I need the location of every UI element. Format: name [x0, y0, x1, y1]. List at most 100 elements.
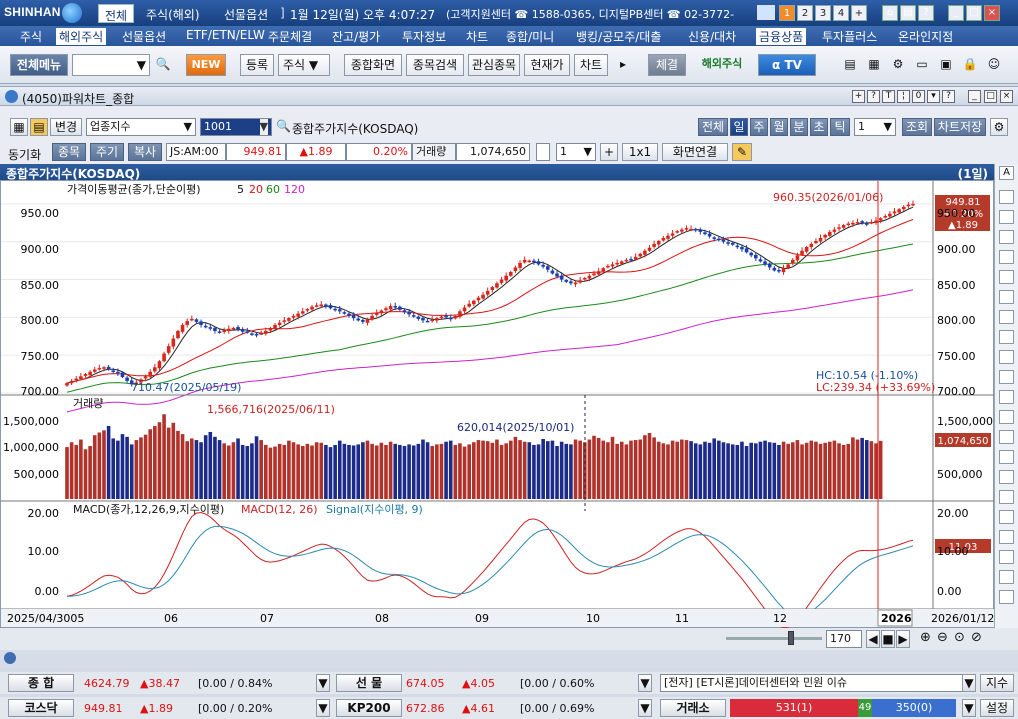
print-icon[interactable]: ▤: [900, 5, 916, 21]
screen-2-button[interactable]: 2: [797, 5, 813, 21]
period-tick[interactable]: 틱: [830, 118, 850, 136]
menu-etf[interactable]: ETF/ETN/ELW: [186, 28, 265, 42]
layout-toggle-icon[interactable]: ▦: [10, 118, 28, 136]
sync-stock-button[interactable]: 종목: [52, 143, 86, 161]
toolbar-more-icon[interactable]: ▸: [619, 57, 627, 71]
change-button[interactable]: 변경: [50, 118, 82, 136]
tool-t-icon[interactable]: T: [882, 90, 895, 103]
all-menu-button[interactable]: 전체메뉴: [10, 54, 68, 76]
count-select[interactable]: 1 ▼: [556, 143, 596, 161]
zero-icon[interactable]: 0: [912, 90, 925, 103]
zoom-tool-icon[interactable]: [999, 230, 1014, 244]
zoom-fit-icon[interactable]: ⊘: [971, 630, 982, 645]
horizontal-line-icon[interactable]: [999, 410, 1014, 424]
delete-tool-icon[interactable]: [999, 590, 1014, 604]
settings-gear-icon[interactable]: ⚙: [990, 118, 1008, 136]
code-input[interactable]: 1001 ▼: [200, 118, 272, 136]
window-minimize-icon[interactable]: _: [968, 90, 981, 103]
watchlist-button[interactable]: 관심종목: [468, 54, 520, 76]
printer-icon[interactable]: ▤: [844, 57, 856, 71]
tab-all[interactable]: 전체: [98, 4, 135, 23]
code-search-icon[interactable]: 🔍: [276, 119, 291, 133]
save-layout-icon[interactable]: ▤: [30, 118, 48, 136]
period-count-select[interactable]: 1 ▼: [854, 118, 896, 136]
menu-stock[interactable]: 주식: [20, 30, 43, 44]
monitor-icon[interactable]: [757, 5, 775, 20]
kospi-dropdown-icon[interactable]: ▼: [316, 674, 330, 692]
tab-futures-options[interactable]: 선물옵션: [224, 8, 269, 22]
eraser-tool-icon[interactable]: [999, 250, 1014, 264]
index-button[interactable]: 지수: [980, 674, 1014, 692]
menu-mini[interactable]: 종합/미니: [506, 30, 555, 44]
period-minute[interactable]: 분: [790, 118, 808, 136]
search-icon[interactable]: 🔍: [155, 57, 171, 71]
period-day[interactable]: 일: [730, 118, 748, 136]
zoom-reset-icon[interactable]: ⊙: [954, 630, 965, 645]
status-collapse-icon[interactable]: [4, 652, 16, 664]
add-chart-button[interactable]: +: [600, 143, 618, 161]
link-icon[interactable]: ¦: [897, 90, 910, 103]
menu-credit[interactable]: 신용/대차: [688, 30, 737, 44]
new-button[interactable]: NEW: [186, 54, 226, 76]
gann-tool-icon[interactable]: [999, 550, 1014, 564]
period-second[interactable]: 초: [810, 118, 828, 136]
chart-area[interactable]: 가격이동평균(종가,단순이평) 5 20 60 120 960.35(2026/…: [0, 180, 995, 629]
register-button[interactable]: 등록: [240, 54, 274, 76]
screen-4-button[interactable]: 4: [833, 5, 849, 21]
screen-link-button[interactable]: 화면연결: [662, 143, 728, 161]
menu-chart[interactable]: 차트: [466, 30, 489, 44]
period-all[interactable]: 전체: [698, 118, 728, 136]
layout-icon[interactable]: ▣: [940, 57, 952, 71]
settle-button[interactable]: 체결: [648, 54, 686, 76]
query-button[interactable]: 조회: [902, 118, 932, 136]
menu-financial-products[interactable]: 금융상품: [756, 28, 807, 45]
fan-tool-icon[interactable]: [999, 530, 1014, 544]
cursor-tool-icon[interactable]: [999, 190, 1014, 204]
category-select[interactable]: 업종지수 ▼: [86, 118, 196, 136]
chart-button[interactable]: 차트: [574, 54, 608, 76]
line-tool-icon[interactable]: [999, 370, 1014, 384]
cycle-tool-icon[interactable]: [999, 490, 1014, 504]
channel-tool-icon[interactable]: [999, 450, 1014, 464]
zoom-slider-thumb[interactable]: [788, 631, 794, 645]
angle-tool-icon[interactable]: [999, 390, 1014, 404]
zoom-out-icon[interactable]: ⊖: [937, 630, 948, 645]
scroll-right-icon[interactable]: ▶: [896, 630, 910, 648]
zoom-in-icon[interactable]: ⊕: [920, 630, 931, 645]
menu-banking[interactable]: 뱅킹/공모주/대출: [576, 30, 662, 44]
current-price-button[interactable]: 현재가: [524, 54, 570, 76]
trend-line-icon[interactable]: [999, 270, 1014, 284]
arrow-tool-icon[interactable]: [999, 470, 1014, 484]
period-month[interactable]: 월: [770, 118, 788, 136]
gear-icon[interactable]: ⚙: [892, 57, 904, 71]
close-icon[interactable]: ×: [984, 5, 1000, 21]
quick-icon[interactable]: ?: [867, 90, 880, 103]
menu-overseas-stock[interactable]: 해외주식: [56, 28, 107, 45]
futures-dropdown-icon[interactable]: ▼: [638, 674, 652, 692]
minimize-icon[interactable]: _: [948, 5, 964, 21]
pen-icon[interactable]: ✎: [732, 143, 752, 161]
combined-screen-button[interactable]: 종합화면: [344, 54, 402, 76]
lock-icon[interactable]: 🔒: [962, 57, 978, 71]
copy-button[interactable]: 복사: [128, 143, 162, 161]
zoom-slider-track[interactable]: [726, 637, 822, 640]
help-icon[interactable]: ?: [918, 5, 934, 21]
period-week[interactable]: 주: [750, 118, 768, 136]
screen-1-button[interactable]: 1: [779, 5, 795, 21]
help-small-icon[interactable]: ?: [942, 90, 955, 103]
menu-futures[interactable]: 선물옵션: [122, 30, 167, 44]
settings-button[interactable]: 설정: [980, 699, 1014, 717]
paint-tool-icon[interactable]: [999, 310, 1014, 324]
news-dropdown-icon[interactable]: ▼: [962, 674, 976, 692]
menu-search-input[interactable]: ▼: [72, 54, 150, 76]
kp200-dropdown-icon[interactable]: ▼: [638, 699, 652, 717]
tab-overseas-stock[interactable]: 주식(해외): [146, 8, 200, 22]
exchange-dropdown-icon[interactable]: ▼: [962, 699, 976, 717]
window-maximize-icon[interactable]: □: [984, 90, 997, 103]
fill-tool-icon[interactable]: [999, 330, 1014, 344]
speed-tool-icon[interactable]: [999, 570, 1014, 584]
window-close-icon[interactable]: ×: [1000, 90, 1013, 103]
pin-icon[interactable]: ▾: [927, 90, 940, 103]
user-icon[interactable]: ☺: [987, 57, 1001, 71]
screen-add-button[interactable]: +: [851, 5, 867, 21]
